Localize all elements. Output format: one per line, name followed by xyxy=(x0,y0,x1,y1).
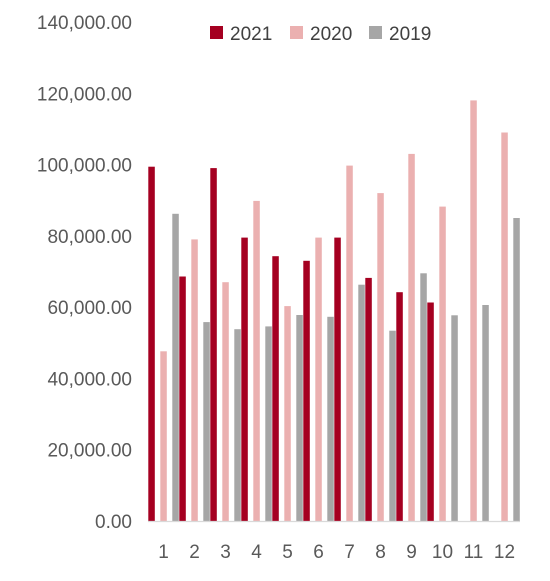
bar-2019-6 xyxy=(327,316,334,521)
bar-2020-6 xyxy=(315,237,322,521)
x-tick-label: 7 xyxy=(344,542,355,563)
bar-2020-10 xyxy=(439,206,446,521)
bar-2020-12 xyxy=(501,132,508,521)
y-tick-label: 100,000.00 xyxy=(37,156,132,177)
y-tick-label: 60,000.00 xyxy=(47,298,132,319)
legend-label-2021: 2021 xyxy=(230,24,272,45)
bar-2021-10 xyxy=(427,302,434,521)
bar-2021-3 xyxy=(210,168,217,521)
x-tick-label: 5 xyxy=(282,542,293,563)
bar-2021-1 xyxy=(148,166,155,521)
bar-2021-9 xyxy=(396,292,403,521)
bar-2019-1 xyxy=(172,213,179,522)
x-tick-label: 9 xyxy=(406,542,417,563)
bar-2019-3 xyxy=(234,329,241,521)
x-tick-label: 4 xyxy=(251,542,262,563)
bar-2020-9 xyxy=(408,153,415,521)
bar-2021-2 xyxy=(179,276,186,521)
bar-2020-2 xyxy=(191,239,198,521)
x-tick-label: 2 xyxy=(189,542,200,563)
y-axis-ticks: 0.00 20,000.00 40,000.00 60,000.00 80,000.00… xyxy=(37,13,132,533)
y-tick-label: 40,000.00 xyxy=(47,369,132,390)
bar-2019-9 xyxy=(420,273,427,521)
x-tick-label: 10 xyxy=(432,542,453,563)
legend-swatch-2021 xyxy=(210,26,223,39)
bar-2020-11 xyxy=(470,100,477,522)
bar-2021-8 xyxy=(365,277,372,521)
x-tick-label: 1 xyxy=(158,542,169,563)
y-tick-label: 120,000.00 xyxy=(37,84,132,105)
bar-2019-4 xyxy=(265,326,272,521)
y-tick-label: 140,000.00 xyxy=(37,13,132,34)
legend-swatch-2019 xyxy=(369,26,382,39)
x-tick-label: 6 xyxy=(313,542,324,563)
bar-2020-3 xyxy=(222,282,229,521)
bar-2020-7 xyxy=(346,165,353,521)
bar-2021-4 xyxy=(241,237,248,521)
legend-label-2020: 2020 xyxy=(310,24,352,45)
y-tick-label: 0.00 xyxy=(95,512,132,533)
x-axis-ticks: 1 2 3 4 5 6 7 8 9 10 11 12 xyxy=(158,542,515,563)
bar-2019-8 xyxy=(389,330,396,521)
x-tick-label: 11 xyxy=(464,542,484,563)
bar-2019-11 xyxy=(482,305,489,521)
bar-2020-1 xyxy=(160,351,167,521)
legend: 2021 2020 2019 xyxy=(210,24,431,45)
bar-2020-4 xyxy=(253,200,260,521)
y-tick-label: 20,000.00 xyxy=(47,441,132,462)
bar-2021-5 xyxy=(272,256,279,521)
bar-2019-7 xyxy=(358,284,365,521)
bar-2019-12 xyxy=(513,218,520,521)
bars xyxy=(148,100,520,522)
bar-2021-7 xyxy=(334,237,341,521)
legend-swatch-2020 xyxy=(290,26,303,39)
x-tick-label: 12 xyxy=(494,542,515,563)
y-tick-label: 80,000.00 xyxy=(47,227,132,248)
bar-2021-6 xyxy=(303,260,310,521)
bar-2020-5 xyxy=(284,306,291,521)
x-tick-label: 8 xyxy=(375,542,386,563)
legend-label-2019: 2019 xyxy=(389,24,431,45)
bar-2019-2 xyxy=(203,322,210,521)
bar-2019-10 xyxy=(451,315,458,521)
x-tick-label: 3 xyxy=(220,542,231,563)
bar-2020-8 xyxy=(377,193,384,521)
bar-2019-5 xyxy=(296,315,303,521)
